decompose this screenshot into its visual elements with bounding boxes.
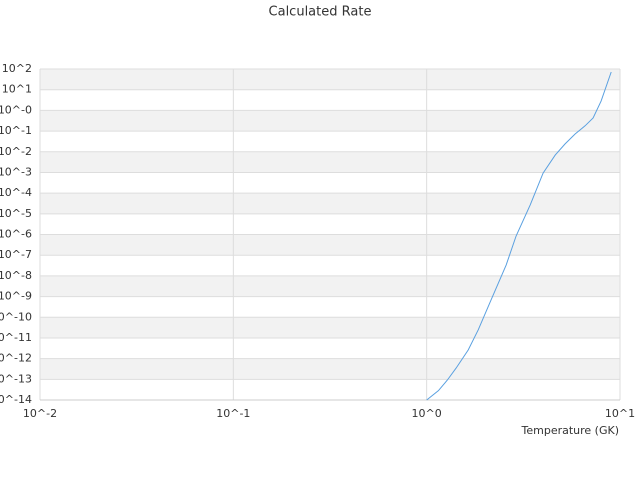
y-tick-label: 10^1 xyxy=(2,83,32,96)
y-tick-label: 10^-4 xyxy=(0,186,32,199)
grid-band xyxy=(40,234,620,256)
y-tick-label: 10^-13 xyxy=(0,372,32,385)
grid xyxy=(39,68,621,401)
y-tick-label: 10^-1 xyxy=(0,124,32,137)
x-tick-label: 10^1 xyxy=(605,407,635,420)
grid-band xyxy=(40,151,620,173)
y-tick-label: 10^-10 xyxy=(0,310,32,323)
grid-band xyxy=(40,69,620,90)
y-tick-label: 10^-9 xyxy=(0,290,32,303)
y-tick-label: 10^-8 xyxy=(0,269,32,282)
y-tick-label: 10^-7 xyxy=(0,248,32,261)
y-tick-label: 10^-3 xyxy=(0,165,32,178)
y-tick-label: 10^-6 xyxy=(0,228,32,241)
y-tick-label: 10^-5 xyxy=(0,207,32,220)
x-tick-label: 10^-1 xyxy=(216,407,250,420)
y-tick-label: 10^-11 xyxy=(0,331,32,344)
grid-band xyxy=(40,193,620,214)
grid-band xyxy=(40,358,620,380)
x-tick-label: 10^-2 xyxy=(23,407,57,420)
data-line xyxy=(426,71,612,401)
y-tick-label: 10^-12 xyxy=(0,352,32,365)
y-tick-label: 10^2 xyxy=(2,62,32,75)
y-tick-label: 10^-14 xyxy=(0,393,32,406)
y-tick-label: 10^-0 xyxy=(0,103,32,116)
grid-band xyxy=(40,275,620,297)
y-tick-label: 10^-2 xyxy=(0,145,32,158)
grid-band xyxy=(40,317,620,338)
chart-title: Calculated Rate xyxy=(269,5,372,20)
x-tick-label: 10^0 xyxy=(412,407,442,420)
grid-band xyxy=(40,110,620,132)
x-axis-label: Temperature (GK) xyxy=(521,424,620,437)
